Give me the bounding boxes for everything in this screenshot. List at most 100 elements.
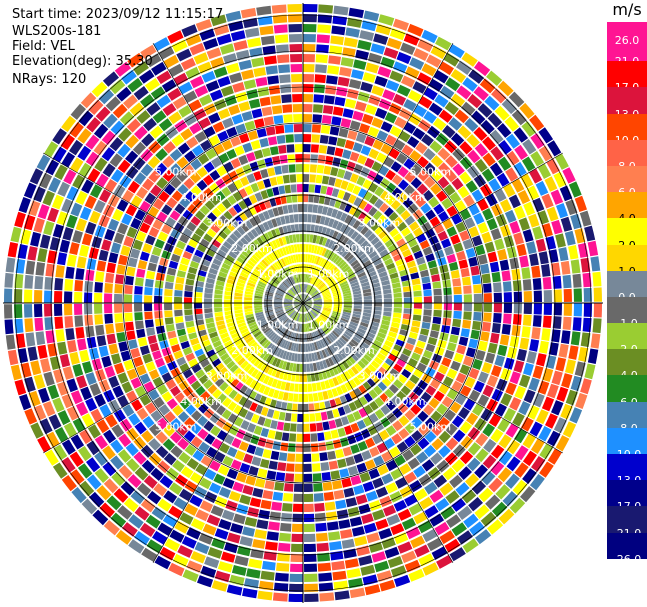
velocity-gate <box>363 299 372 303</box>
velocity-gate <box>420 328 430 336</box>
velocity-gate <box>323 491 335 501</box>
velocity-gate <box>125 150 139 164</box>
velocity-gate <box>495 213 508 227</box>
velocity-gate <box>225 318 235 324</box>
velocity-gate <box>344 98 357 109</box>
velocity-gate <box>280 381 287 391</box>
velocity-gate <box>248 465 259 476</box>
velocity-gate <box>48 414 62 430</box>
velocity-gate <box>328 531 341 541</box>
velocity-gate <box>158 365 169 376</box>
velocity-gate <box>18 197 31 214</box>
velocity-gate <box>342 446 353 457</box>
velocity-gate <box>327 65 340 75</box>
velocity-gate <box>325 336 332 344</box>
velocity-gate <box>210 57 225 69</box>
velocity-gate <box>269 511 281 521</box>
velocity-gate <box>42 190 55 206</box>
velocity-gate <box>374 397 385 408</box>
velocity-gate <box>300 313 302 322</box>
velocity-gate <box>310 310 318 317</box>
velocity-gate <box>294 303 302 306</box>
velocity-gate <box>322 310 331 315</box>
velocity-gate <box>290 311 297 318</box>
velocity-gate <box>371 317 381 324</box>
velocity-gate <box>512 412 525 427</box>
velocity-gate <box>316 422 324 432</box>
velocity-gate <box>274 306 283 309</box>
velocity-gate <box>303 203 308 213</box>
velocity-gate <box>275 309 284 314</box>
velocity-gate <box>4 319 14 335</box>
velocity-gate <box>455 482 470 496</box>
velocity-gate <box>529 421 543 437</box>
velocity-gate <box>289 383 295 392</box>
velocity-gate <box>182 386 194 397</box>
velocity-gate <box>309 413 316 422</box>
velocity-gate <box>306 234 310 243</box>
velocity-gate <box>250 139 261 150</box>
velocity-gate <box>313 306 322 310</box>
velocity-gate <box>497 248 508 261</box>
velocity-gate <box>158 190 170 203</box>
velocity-gate <box>278 360 285 369</box>
velocity-gate <box>315 522 327 532</box>
range-ring-label: 3.00km <box>359 369 401 382</box>
velocity-gate <box>163 452 177 466</box>
velocity-gate <box>294 323 298 331</box>
velocity-gate <box>213 24 230 36</box>
range-ring-label: 5.00km <box>155 166 197 179</box>
velocity-gate <box>204 556 220 569</box>
velocity-gate <box>463 285 472 294</box>
velocity-gate <box>243 265 252 273</box>
velocity-gate <box>278 452 288 462</box>
velocity-gate <box>40 358 51 373</box>
velocity-gate <box>178 334 188 343</box>
velocity-gate <box>551 370 563 386</box>
velocity-gate <box>446 253 457 264</box>
velocity-gate <box>217 76 231 88</box>
velocity-gate <box>310 311 316 318</box>
velocity-gate <box>72 174 86 189</box>
velocity-gate <box>294 299 303 303</box>
velocity-gate <box>289 573 303 583</box>
velocity-gate <box>24 318 34 333</box>
colorbar-cell: -17.0 <box>607 480 647 513</box>
velocity-gate <box>532 226 544 240</box>
velocity-gate <box>210 425 221 437</box>
velocity-gate <box>221 509 235 521</box>
velocity-gate <box>249 257 258 265</box>
velocity-gate <box>337 339 345 347</box>
velocity-gate <box>401 517 416 531</box>
velocity-gate <box>285 351 290 360</box>
velocity-gate <box>523 201 536 216</box>
velocity-gate <box>313 304 322 306</box>
velocity-gate <box>23 182 37 199</box>
velocity-gate <box>213 98 227 111</box>
velocity-gate <box>197 428 209 440</box>
velocity-gate <box>172 553 189 567</box>
velocity-gate <box>81 179 94 194</box>
velocity-gate <box>170 253 181 263</box>
colorbar-unit: m/s <box>612 0 642 19</box>
velocity-gate <box>243 399 253 409</box>
velocity-gate <box>481 471 496 486</box>
velocity-gate <box>314 184 322 194</box>
velocity-gate <box>256 128 267 138</box>
velocity-gate <box>319 361 325 370</box>
velocity-gate <box>126 390 138 403</box>
velocity-gate <box>303 113 313 123</box>
velocity-gate <box>322 390 329 400</box>
velocity-gate <box>10 226 22 243</box>
velocity-gate <box>545 413 558 429</box>
velocity-gate <box>204 308 213 314</box>
velocity-gate <box>512 314 522 325</box>
velocity-gate <box>518 217 530 231</box>
velocity-gate <box>14 211 26 228</box>
velocity-gate <box>539 443 554 460</box>
velocity-gate <box>270 95 282 105</box>
velocity-gate <box>132 141 147 156</box>
velocity-gate <box>43 220 55 236</box>
velocity-gate <box>296 174 303 183</box>
start-time-label: Start time: 2023/09/12 11:15:17 <box>12 7 224 22</box>
